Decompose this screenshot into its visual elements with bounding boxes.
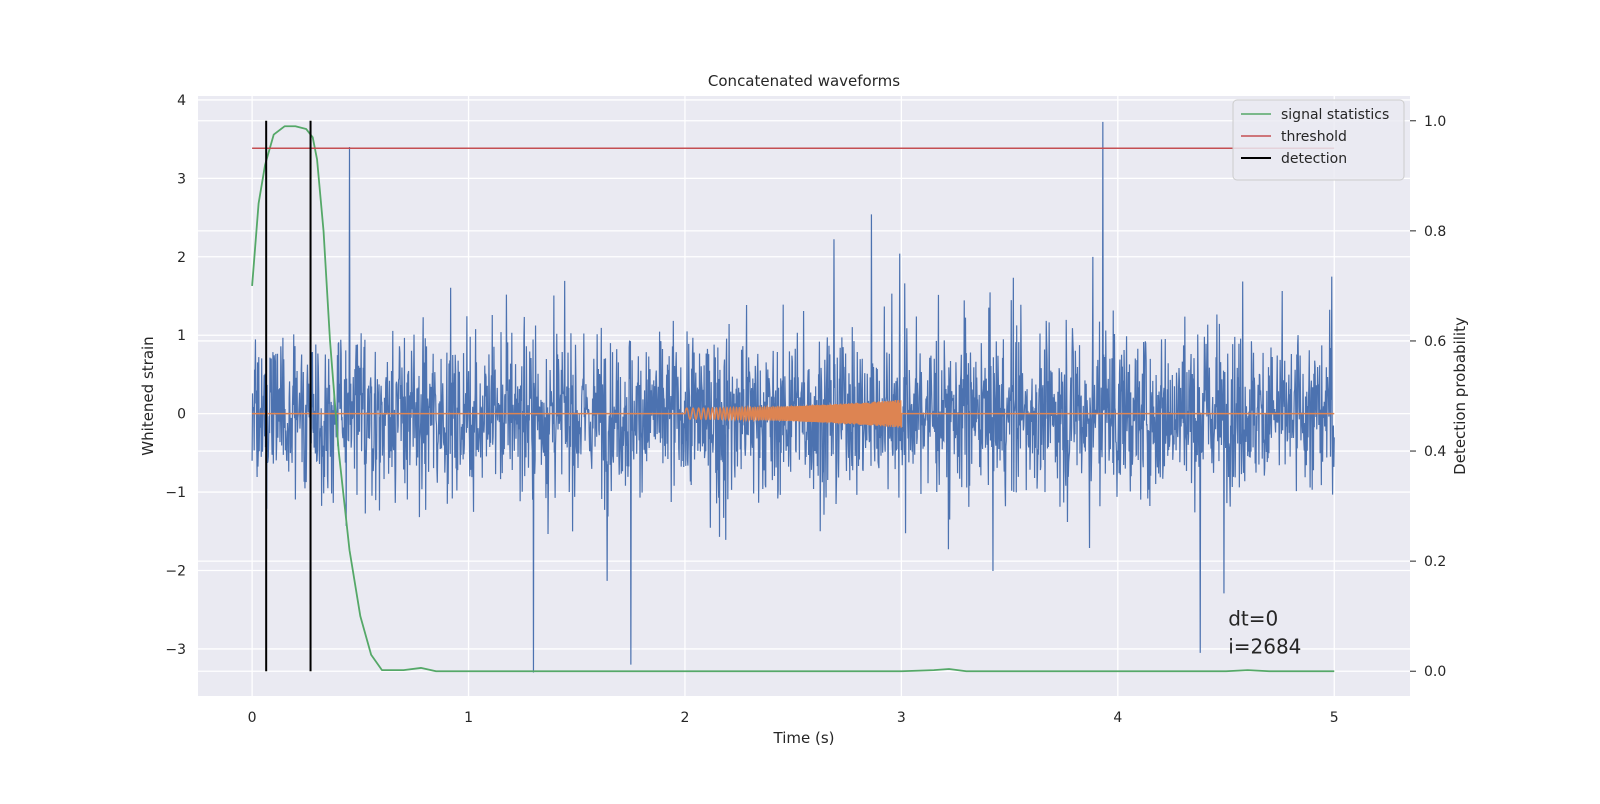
signal-statistics-line [251, 125, 1335, 673]
legend-label: detection [1281, 151, 1347, 167]
x-tick-label: 0 [248, 710, 257, 726]
x-tick-label: 5 [1330, 710, 1339, 726]
y-tick-label: 1 [177, 328, 186, 344]
y2-tick-label: 1.0 [1424, 114, 1446, 130]
y2-tick-label: 0.0 [1424, 664, 1446, 680]
y-tick-label: 0 [177, 407, 186, 423]
legend: signal statistics threshold detection [1232, 99, 1405, 181]
x-tick-label: 2 [681, 710, 690, 726]
y-axis-label: Whitened strain [139, 336, 157, 455]
plot-area [251, 120, 1335, 673]
y2-axis-label: Detection probability [1451, 317, 1469, 475]
strain-noise-line [251, 121, 1335, 673]
y2-tick-label: 0.8 [1424, 224, 1446, 240]
x-tick-label: 3 [897, 710, 906, 726]
legend-label: signal statistics [1281, 107, 1389, 123]
y-tick-label: −2 [165, 564, 186, 580]
chirp-signal-line [252, 400, 1335, 428]
tick-labels: 0 1 2 3 4 5 −3 −2 −1 0 1 2 3 4 0.0 0.2 0.4 0.6 0.8 1.0 [165, 93, 1446, 726]
y-tick-label: 3 [177, 171, 186, 187]
y-tick-label: 4 [177, 93, 186, 109]
x-tick-label: 4 [1113, 710, 1122, 726]
chart-title: Concatenated waveforms [708, 72, 900, 90]
y-tick-label: −1 [165, 485, 186, 501]
x-tick-label: 1 [464, 710, 473, 726]
y-tick-label: −3 [165, 642, 186, 658]
legend-box [1232, 99, 1405, 181]
annotation-text: dt=0 [1228, 606, 1278, 630]
y2-tick-label: 0.2 [1424, 554, 1446, 570]
legend-label: threshold [1281, 129, 1347, 145]
x-axis-label: Time (s) [773, 729, 835, 747]
annotation-text: i=2684 [1228, 634, 1301, 658]
y-tick-label: 2 [177, 250, 186, 266]
annotations: dt=0 i=2684 [1228, 606, 1301, 658]
y2-tick-label: 0.4 [1424, 444, 1446, 460]
y2-tick-label: 0.6 [1424, 334, 1446, 350]
